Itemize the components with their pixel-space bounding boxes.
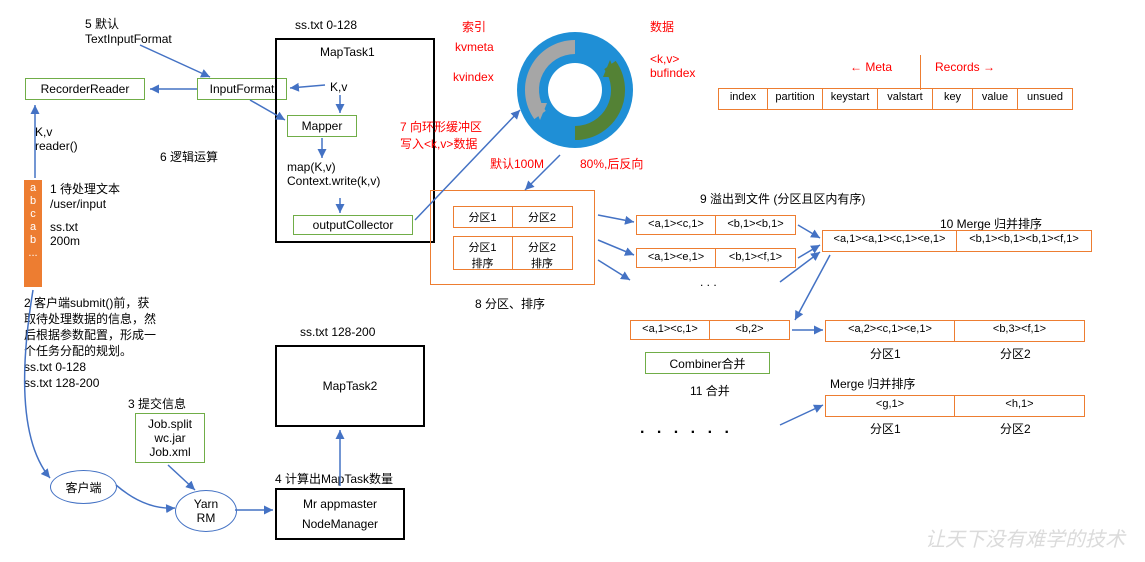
combiner-in-0: <a,1><c,1>	[630, 320, 710, 340]
ring-buffer-svg	[515, 25, 635, 155]
spill2-row: <a,1><e,1> <b,1><f,1>	[636, 248, 796, 268]
part2-cell: 分区2	[513, 206, 573, 228]
step7-label: 7 向环形缓冲区 写入<k,v>数据	[400, 118, 482, 152]
buf-cell-0: index	[718, 88, 768, 110]
part2-sort-cell: 分区2 排序	[513, 236, 573, 270]
merge-label: Merge 归并排序	[830, 375, 915, 392]
meta-label: ← Meta	[850, 60, 892, 74]
suoyin-label: 索引	[462, 18, 486, 35]
partition2-a: 分区2	[1000, 345, 1031, 362]
shuju-label: 数据	[650, 18, 674, 35]
step8-label: 8 分区、排序	[475, 295, 545, 312]
merge1-0: <a,1><a,1><c,1><e,1>	[822, 230, 957, 252]
merge1-1: <b,1><b,1><b,1><f,1>	[957, 230, 1092, 252]
combiner-box: Combiner合并	[645, 352, 770, 374]
maptask1-label: MapTask1	[320, 45, 375, 59]
default-100m-label: 默认100M	[490, 155, 544, 172]
file-bar: a b c a b ...	[24, 180, 42, 287]
merge2-1: <b,3><f,1>	[955, 320, 1085, 342]
spill2-0: <a,1><e,1>	[636, 248, 716, 268]
node-manager-label: NodeManager	[302, 517, 378, 531]
spill2-1: <b,1><f,1>	[716, 248, 796, 268]
step11-label: 11 合并	[690, 382, 730, 399]
mrapmanager-box: Mr appmaster NodeManager	[275, 488, 405, 540]
file-letters: a b c a b ...	[28, 182, 37, 259]
sstxt-200m-label: ss.txt 200m	[50, 220, 80, 248]
spill1-row: <a,1><c,1> <b,1><b,1>	[636, 215, 796, 235]
job-files-box: Job.split wc.jar Job.xml	[135, 413, 205, 463]
final-1: <h,1>	[955, 395, 1085, 417]
step6-label: 6 逻辑运算	[160, 148, 218, 165]
buf-cell-1: partition	[768, 88, 823, 110]
map-kv-label: map(K,v) Context.write(k,v)	[287, 160, 380, 188]
kv-reader-label: K,v reader()	[35, 125, 78, 153]
step2-label: 2 客户端submit()前，获 取待处理数据的信息，然 后根据参数配置，形成一…	[24, 295, 156, 391]
kvindex-label: kvindex	[453, 70, 494, 84]
part1-cell: 分区1	[453, 206, 513, 228]
final-0: <g,1>	[825, 395, 955, 417]
maptask2-box: MapTask2	[275, 345, 425, 427]
spill1-0: <a,1><c,1>	[636, 215, 716, 235]
step5-label: 5 默认 TextInputFormat	[85, 15, 172, 46]
buf-cell-3: valstart	[878, 88, 933, 110]
spill1-1: <b,1><b,1>	[716, 215, 796, 235]
input-format-box: InputFormat	[197, 78, 287, 100]
partition1-a: 分区1	[870, 345, 901, 362]
partition-sort-box: 分区1 分区2 分区1 排序 分区2 排序	[430, 190, 595, 285]
step3-label: 3 提交信息	[128, 395, 186, 412]
watermark: 让天下没有难学的技术	[925, 523, 1125, 552]
kvmeta-label: kvmeta	[455, 40, 494, 54]
final-row: <g,1> <h,1>	[825, 395, 1085, 417]
sstxt-0-128-label: ss.txt 0-128	[295, 18, 357, 32]
step9-label: 9 溢出到文件 (分区且区内有序)	[700, 190, 865, 207]
meta-divider	[920, 55, 921, 90]
merge2-0: <a,2><c,1><e,1>	[825, 320, 955, 342]
kv-label: K,v	[330, 80, 347, 94]
partition2-b: 分区2	[1000, 420, 1031, 437]
bigdots-label: . . . . . .	[640, 420, 733, 438]
merge1-row: <a,1><a,1><c,1><e,1> <b,1><b,1><b,1><f,1…	[822, 230, 1092, 252]
buf-cell-2: keystart	[823, 88, 878, 110]
part1-sort-cell: 分区1 排序	[453, 236, 513, 270]
mr-appmaster-label: Mr appmaster	[303, 497, 377, 511]
merge2-row: <a,2><c,1><e,1> <b,3><f,1>	[825, 320, 1085, 342]
buf-cell-6: unsued	[1018, 88, 1073, 110]
yarn-rm-cloud: Yarn RM	[175, 490, 237, 532]
buffer-table: index partition keystart valstart key va…	[718, 88, 1073, 110]
dots-label: . . .	[700, 275, 717, 289]
step1-label: 1 待处理文本 /user/input	[50, 180, 120, 211]
partition1-b: 分区1	[870, 420, 901, 437]
combiner-in-1: <b,2>	[710, 320, 790, 340]
pct80-label: 80%,后反向	[580, 155, 643, 172]
records-label: Records →	[935, 60, 995, 74]
output-collector-box: outputCollector	[293, 215, 413, 235]
kv-bufindex-label: <k,v> bufindex	[650, 52, 695, 80]
buf-cell-4: key	[933, 88, 973, 110]
mapper-box: Mapper	[287, 115, 357, 137]
recorder-reader-box: RecorderReader	[25, 78, 145, 100]
buf-cell-5: value	[973, 88, 1018, 110]
step4-label: 4 计算出MapTask数量	[275, 470, 393, 487]
client-cloud: 客户端	[50, 470, 117, 504]
sstxt-128-200-label: ss.txt 128-200	[300, 325, 375, 339]
combiner-in-row: <a,1><c,1> <b,2>	[630, 320, 790, 340]
